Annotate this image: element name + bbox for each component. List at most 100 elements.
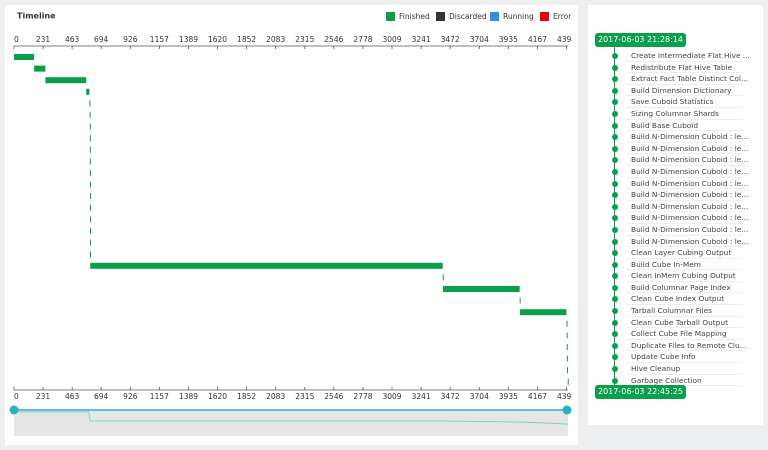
step-item[interactable]: Tarball Columnar Files [588,305,763,317]
gantt-bar [90,181,92,188]
step-name: Duplicate Files to Remote Clu... [631,340,747,350]
step-item[interactable]: Redistribute Flat Hive Table [588,62,763,74]
step-item[interactable]: Build N-Dimension Cuboid : le... [588,143,763,155]
gantt-bar [89,123,91,130]
step-item[interactable]: Build N-Dimension Cuboid : le... [588,154,763,166]
start-time: 2017-06-03 21:28:14 [595,33,686,47]
gantt-bar [566,332,568,339]
step-name: Create Intermediate Flat Hive ... [631,51,750,60]
step-item[interactable]: Build N-Dimension Cuboid : le... [588,166,763,178]
x-tick-label: 2315 [295,392,314,401]
step-item[interactable]: Update Cube Info [588,351,763,363]
step-name: Hive Cleanup [631,364,681,374]
gantt-bar [567,378,569,385]
step-item[interactable]: Collect Cube File Mapping [588,328,763,340]
step-name: Build N-Dimension Cuboid : le... [631,236,749,246]
gantt-bar [90,204,92,211]
step-name: Build N-Dimension Cuboid : le... [631,166,749,176]
gantt-bar [566,344,568,350]
x-tick-label: 0 [14,35,19,44]
x-tick-label: 1620 [208,35,227,44]
step-dot [612,145,618,152]
step-dot [612,122,618,129]
step-item[interactable]: Clean Cube Index Output [588,293,763,305]
step-item[interactable]: Build N-Dimension Cuboid : le... [588,131,763,143]
legend-swatch [436,12,445,21]
step-item[interactable]: Sizing Columnar Shards [588,108,763,120]
step-item[interactable]: Build Columnar Page Index [588,282,763,294]
x-tick-label: 3241 [412,35,431,44]
step-dot [612,226,618,233]
step-name: Build Cube In-Mem [631,259,701,269]
step-item[interactable]: Create Intermediate Flat Hive ... [588,50,763,62]
slider-handle[interactable] [562,405,572,415]
step-name: Extract Fact Table Distinct Col... [631,74,749,84]
step-item[interactable]: Clean Cube Tarball Output [588,317,763,329]
legend-swatch [490,12,499,21]
x-tick-label: 3935 [499,392,518,401]
gantt-bar [90,228,92,234]
step-item[interactable]: Hive Cleanup [588,363,763,375]
gantt-bar [90,193,92,200]
step-name: Sizing Columnar Shards [631,108,719,118]
step-item[interactable]: Build N-Dimension Cuboid : le... [588,178,763,190]
step-item[interactable]: Build Dimension Dictionary [588,85,763,97]
step-dot [612,284,618,291]
x-tick-label: 2546 [324,35,343,44]
step-item[interactable]: Extract Fact Table Distinct Col... [588,73,763,85]
gantt-bar [566,355,568,362]
step-dot [612,180,618,187]
step-name: Clean Cube Index Output [631,294,725,304]
gantt-bar [89,100,91,107]
step-name: Build Base Cuboid [631,120,699,130]
step-item[interactable]: Clean InMem Cubing Output [588,270,763,282]
x-tick-label: 2778 [353,392,372,401]
step-item[interactable]: Build N-Dimension Cuboid : le... [588,189,763,201]
gantt-bar [90,239,92,246]
slider-handle[interactable] [9,405,19,415]
overview-slider[interactable] [14,410,568,436]
step-dot [612,250,618,257]
gantt-bar [89,158,91,165]
x-tick-label: 463 [65,35,80,44]
x-tick-label: 4398 [557,392,576,401]
step-item[interactable]: Build Base Cuboid [588,120,763,132]
x-tick-label: 3472 [441,35,460,44]
x-tick-label: 2083 [266,35,285,44]
gantt-bar [86,88,90,95]
chart: Timeline s Finished Discarded Running Error… [9,12,576,436]
x-tick-label: 3009 [382,35,401,44]
x-tick-label: 2083 [266,392,285,401]
step-name: Build N-Dimension Cuboid : le... [631,213,749,223]
step-item[interactable]: Save Cuboid Statistics [588,96,763,108]
step-name: Save Cuboid Statistics [631,97,714,107]
step-name: Build Dimension Dictionary [631,85,732,95]
step-name: Build N-Dimension Cuboid : le... [631,190,749,200]
step-dot [612,238,618,245]
step-item[interactable]: Build N-Dimension Cuboid : le... [588,224,763,236]
step-item[interactable]: Build N-Dimension Cuboid : le... [588,236,763,248]
step-dot [612,261,618,268]
step-dot [612,273,618,280]
step-dot [612,319,618,326]
step-name: Build N-Dimension Cuboid : le... [631,155,749,165]
step-name: Build N-Dimension Cuboid : le... [631,178,749,188]
step-item[interactable]: Clean Layer Cubing Output [588,247,763,259]
timeline-panel: Timeline s Finished Discarded Running Error… [5,5,578,445]
gantt-bar [442,274,444,281]
step-item[interactable]: Duplicate Files to Remote Clu... [588,340,763,352]
x-tick-label: 694 [94,392,109,401]
step-name: Redistribute Flat Hive Table [631,62,733,72]
x-tick-label: 463 [65,392,80,401]
x-tick-label: 3704 [470,392,489,401]
step-item[interactable]: Build N-Dimension Cuboid : le... [588,212,763,224]
legend-swatch [386,12,395,21]
x-tick-label: 1157 [150,35,169,44]
step-dot [612,215,618,222]
gantt-bar [519,297,521,304]
step-item[interactable]: Build N-Dimension Cuboid : le... [588,201,763,213]
gantt-bar [519,309,567,316]
gantt-bar [14,54,35,60]
step-item[interactable]: Build Cube In-Mem [588,259,763,271]
